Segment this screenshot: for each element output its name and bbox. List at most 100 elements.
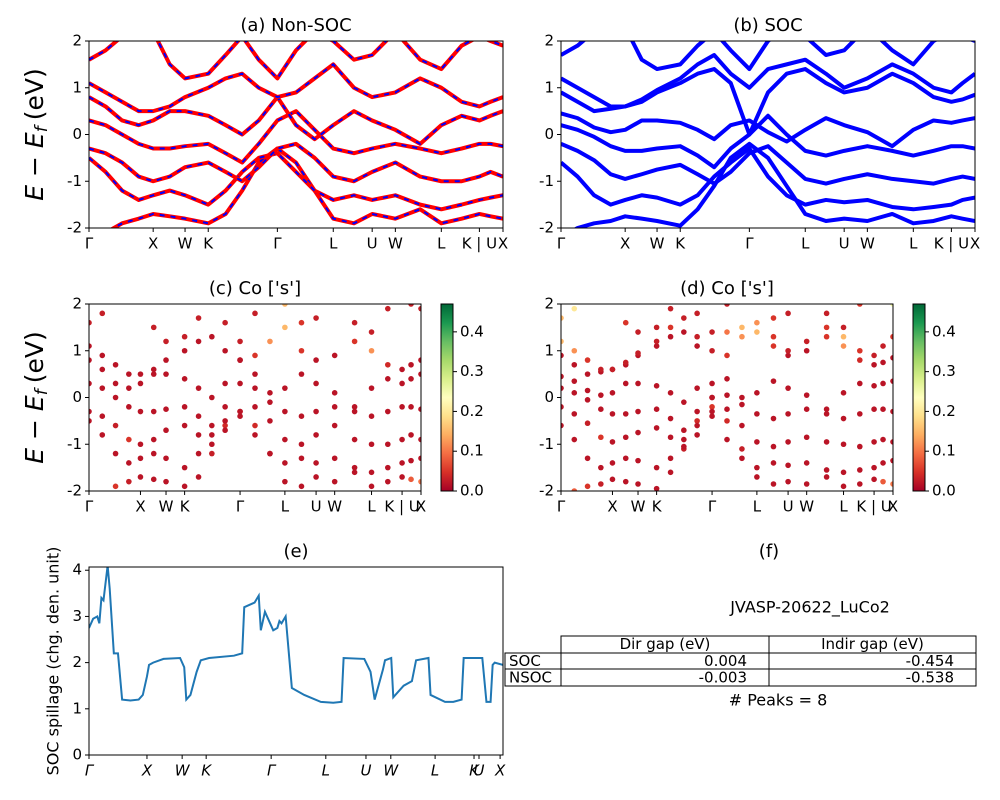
projection-dot: [298, 441, 305, 448]
projection-dot: [823, 411, 830, 417]
projection-dot: [313, 432, 319, 438]
projection-dot: [694, 310, 700, 317]
projection-dot: [571, 488, 578, 491]
colorbar: [912, 303, 926, 492]
y-tick-label: 0: [72, 388, 82, 406]
x-tick-label: L: [753, 498, 762, 516]
x-tick-label: L: [329, 235, 338, 253]
projection-dot: [880, 478, 886, 485]
spillage-line: [89, 567, 503, 704]
projection-dot: [418, 478, 421, 485]
projection-dot: [724, 436, 730, 443]
projection-dot: [709, 408, 715, 415]
projection-dot: [694, 422, 700, 429]
x-tick-label: X: [498, 235, 508, 253]
colorbar-tick-label: 0.1: [460, 442, 484, 460]
projection-dot: [754, 439, 760, 445]
y-label-sub: f: [32, 386, 52, 395]
projection-dot: [150, 450, 157, 457]
projection-dot: [653, 343, 660, 349]
projection-dot: [89, 418, 92, 424]
projection-dot: [89, 319, 92, 326]
y-label-sub: f: [32, 123, 52, 132]
projection-dot: [222, 347, 228, 354]
projection-dot: [222, 418, 228, 424]
projection-dot: [399, 474, 405, 480]
projection-dot: [418, 357, 421, 363]
projection-dot: [609, 460, 616, 466]
projection-dot: [709, 394, 715, 401]
projection-dot: [150, 408, 157, 415]
projection-dot: [653, 406, 660, 412]
projection-dot: [840, 469, 847, 476]
y-label-main: E − E: [20, 395, 49, 464]
projection-dot: [840, 483, 847, 490]
projection-dot: [667, 434, 674, 441]
table-value: 0.004: [704, 652, 747, 670]
projection-dot: [754, 329, 760, 335]
panel-title: (e): [283, 541, 308, 562]
projection-dot: [222, 427, 228, 434]
x-tick-label: Γ: [85, 762, 95, 780]
projection-dot: [880, 297, 886, 303]
projection-dot: [598, 283, 604, 289]
projection-dot: [724, 329, 730, 335]
x-tick-label: K: [203, 235, 214, 253]
y-tick-label: 1: [544, 341, 554, 359]
projection-dot: [99, 310, 106, 317]
projection-dot: [890, 457, 893, 464]
projection-dot: [857, 481, 863, 487]
projection-dot: [408, 361, 414, 368]
projection-dot: [137, 408, 144, 415]
projection-dot: [584, 397, 591, 403]
projection-dot: [840, 324, 847, 331]
y-tick-label: 0: [72, 746, 82, 764]
projection-dot: [282, 436, 288, 443]
projection-dot: [880, 380, 886, 387]
band-line-dash: [89, 109, 503, 164]
projection-dot: [313, 315, 319, 321]
projection-dot: [871, 406, 877, 412]
projection-dot: [385, 441, 391, 448]
projection-dot: [298, 483, 305, 490]
projection-dot: [282, 408, 288, 415]
projection-dot: [298, 347, 305, 354]
projection-dot: [754, 464, 760, 471]
projection-dot: [331, 352, 338, 359]
projection-dot: [418, 371, 421, 377]
x-tick-label: X: [494, 762, 506, 780]
projection-dot: [739, 394, 745, 401]
projection-dot: [785, 411, 791, 417]
y-tick-label: 0: [72, 125, 82, 143]
projection-dot: [237, 408, 243, 415]
projection-dot: [609, 366, 616, 373]
x-tick-label: U: [783, 498, 794, 516]
info-panel: (f) JVASP-20622_LuCo2 # Peaks = 8 Dir ga…: [504, 541, 977, 710]
projection-dot: [785, 478, 791, 485]
projection-dot: [282, 324, 288, 331]
projection-dot: [709, 347, 715, 354]
projection-dot: [561, 422, 564, 429]
projection-dot: [681, 399, 687, 405]
projection-dot: [368, 347, 375, 354]
y-tick-label: -2: [539, 482, 554, 500]
projection-dot: [313, 380, 319, 387]
projection-dot: [724, 352, 730, 359]
projection-dot: [880, 359, 886, 366]
projection-dot: [195, 474, 202, 480]
projection-dot: [138, 292, 144, 298]
projection-dot: [385, 376, 391, 382]
plot-area: [561, 41, 975, 228]
x-tick-label: Γ: [745, 235, 754, 253]
x-tick-label: Γ: [85, 498, 94, 516]
projection-dot: [694, 418, 700, 424]
y-tick-label: 2: [544, 32, 554, 50]
projection-dot: [137, 371, 144, 377]
y-tick-label: 4: [72, 561, 82, 579]
projection-dot: [331, 478, 338, 485]
projection-dot: [252, 352, 258, 359]
projection-dot: [399, 297, 405, 303]
